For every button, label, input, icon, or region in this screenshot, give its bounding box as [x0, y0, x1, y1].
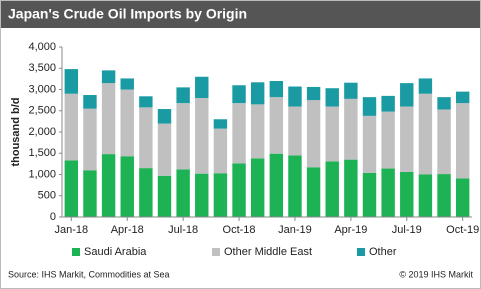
bar-segment: [64, 69, 79, 94]
bar-segment: [101, 83, 116, 155]
legend-label: Saudi Arabia: [84, 246, 147, 258]
bar-segment: [139, 96, 153, 108]
bar-segment: [120, 156, 134, 217]
bar-segment: [83, 170, 97, 217]
source: Source: IHS Markit, Commodities at Sea: [8, 269, 170, 279]
bar-segment: [157, 123, 172, 176]
x-tick-label: Jan-19: [278, 224, 312, 236]
bar-segment: [64, 93, 79, 161]
legend-label: Other Middle East: [224, 246, 312, 258]
bar-segment: [120, 89, 134, 157]
x-tick-label: Apr-19: [334, 224, 367, 236]
y-tick-label: 2,000: [28, 126, 56, 138]
bar-segment: [250, 158, 265, 217]
bar-segment: [232, 163, 246, 217]
bar-segment: [455, 91, 470, 104]
bar-segment: [344, 82, 358, 99]
bar-segment: [288, 155, 302, 217]
x-tick-label: Jul-18: [168, 224, 198, 236]
bar-segment: [195, 173, 209, 217]
bar-segment: [455, 103, 470, 179]
y-tick-label: 3,000: [28, 83, 56, 95]
legend-label: Other: [369, 246, 397, 258]
bar-segment: [213, 119, 228, 129]
y-tick-label: 3,500: [28, 62, 56, 74]
bar-segment: [269, 97, 284, 154]
x-tick-label: Jul-19: [392, 224, 422, 236]
bar-segment: [64, 160, 79, 217]
legend-swatch: [212, 248, 220, 256]
bar-segment: [362, 115, 377, 173]
bar-segment: [213, 173, 228, 217]
bar-segment: [400, 106, 414, 172]
bar-segment: [250, 82, 265, 105]
bar-segment: [83, 108, 97, 171]
bar-segment: [418, 174, 433, 217]
bar-segment: [139, 168, 153, 217]
bar-segment: [437, 109, 451, 175]
bar-segment: [195, 76, 209, 98]
bar-segment: [400, 83, 414, 107]
bar-segment: [306, 167, 321, 217]
bar-segment: [269, 81, 284, 98]
y-tick-label: 0: [50, 211, 56, 223]
y-tick-label: 2,500: [28, 105, 56, 117]
y-tick-label: 1,500: [28, 147, 56, 159]
bar-segment: [437, 174, 451, 217]
bar-segment: [306, 100, 321, 168]
bar-segment: [120, 78, 134, 90]
header: [1, 1, 480, 28]
bar-segment: [139, 107, 153, 169]
bar-segment: [418, 93, 433, 175]
bar-segment: [344, 159, 358, 217]
bar-segment: [176, 169, 190, 217]
y-tick-label: 500: [38, 190, 56, 202]
bar-segment: [344, 98, 358, 160]
bar-segment: [269, 153, 284, 217]
bar-segment: [157, 175, 172, 217]
bar-segment: [250, 104, 265, 159]
bar-segment: [176, 103, 190, 170]
bar-segment: [418, 78, 433, 94]
x-tick-label: Apr-18: [111, 224, 144, 236]
bar-segment: [83, 95, 97, 109]
bar-segment: [381, 95, 395, 112]
bar-segment: [232, 85, 246, 104]
legend-swatch: [357, 248, 365, 256]
bar-segment: [288, 106, 302, 156]
x-tick-label: Jan-18: [54, 224, 88, 236]
copyright: © 2019 IHS Markit: [399, 269, 473, 279]
bar-segment: [325, 161, 339, 217]
bar-segment: [213, 128, 228, 174]
bar-segment: [288, 86, 302, 107]
bar-segment: [306, 86, 321, 101]
y-tick-label: 1,000: [28, 168, 56, 180]
bar-segment: [325, 106, 339, 162]
y-axis-label: thousand b/d: [10, 97, 22, 166]
bar-segment: [381, 168, 395, 217]
x-tick-label: Oct-18: [223, 224, 256, 236]
bar-segment: [437, 97, 451, 110]
bar-segment: [101, 154, 116, 217]
bar-segment: [232, 103, 246, 164]
bar-segment: [362, 172, 377, 217]
x-tick-label: Oct-19: [446, 224, 479, 236]
bar-segment: [455, 178, 470, 217]
bar-segment: [176, 87, 190, 104]
bar-segment: [381, 111, 395, 169]
bar-segment: [195, 98, 209, 174]
bar-segment: [400, 171, 414, 217]
y-tick-label: 4,000: [28, 41, 56, 53]
bar-segment: [325, 88, 339, 107]
bar-segment: [101, 70, 116, 84]
bar-segment: [157, 109, 172, 124]
bar-segment: [362, 97, 377, 116]
chart-title: Japan's Crude Oil Imports by Origin: [8, 6, 247, 22]
legend-swatch: [72, 248, 80, 256]
